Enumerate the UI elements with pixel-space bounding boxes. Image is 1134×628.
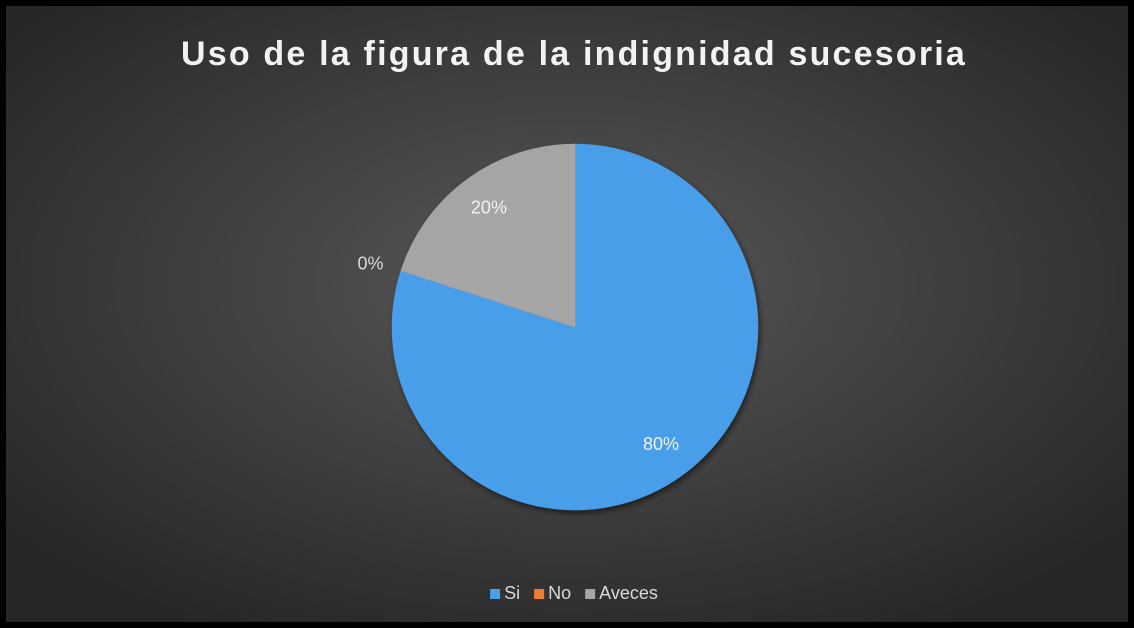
legend-swatch — [490, 589, 501, 599]
data-label: 20% — [471, 197, 507, 217]
legend-item: No — [534, 583, 571, 603]
pie — [391, 143, 759, 511]
legend: Si No Aveces — [490, 583, 658, 603]
data-label: 80% — [643, 434, 679, 454]
pie-slice — [400, 143, 576, 328]
legend-swatch — [534, 589, 545, 599]
legend-item: Aveces — [585, 583, 658, 603]
chart-title: Uso de la figura de la indignidad suceso… — [181, 35, 967, 73]
legend-swatch — [585, 589, 596, 599]
legend-label: Aveces — [599, 583, 658, 603]
pie-slice — [391, 143, 759, 511]
data-labels: 80% 0% 20% — [358, 197, 680, 454]
legend-label: Si — [504, 583, 520, 603]
legend-item: Si — [490, 583, 520, 603]
data-label: 0% — [358, 254, 384, 274]
legend-label: No — [548, 583, 571, 603]
